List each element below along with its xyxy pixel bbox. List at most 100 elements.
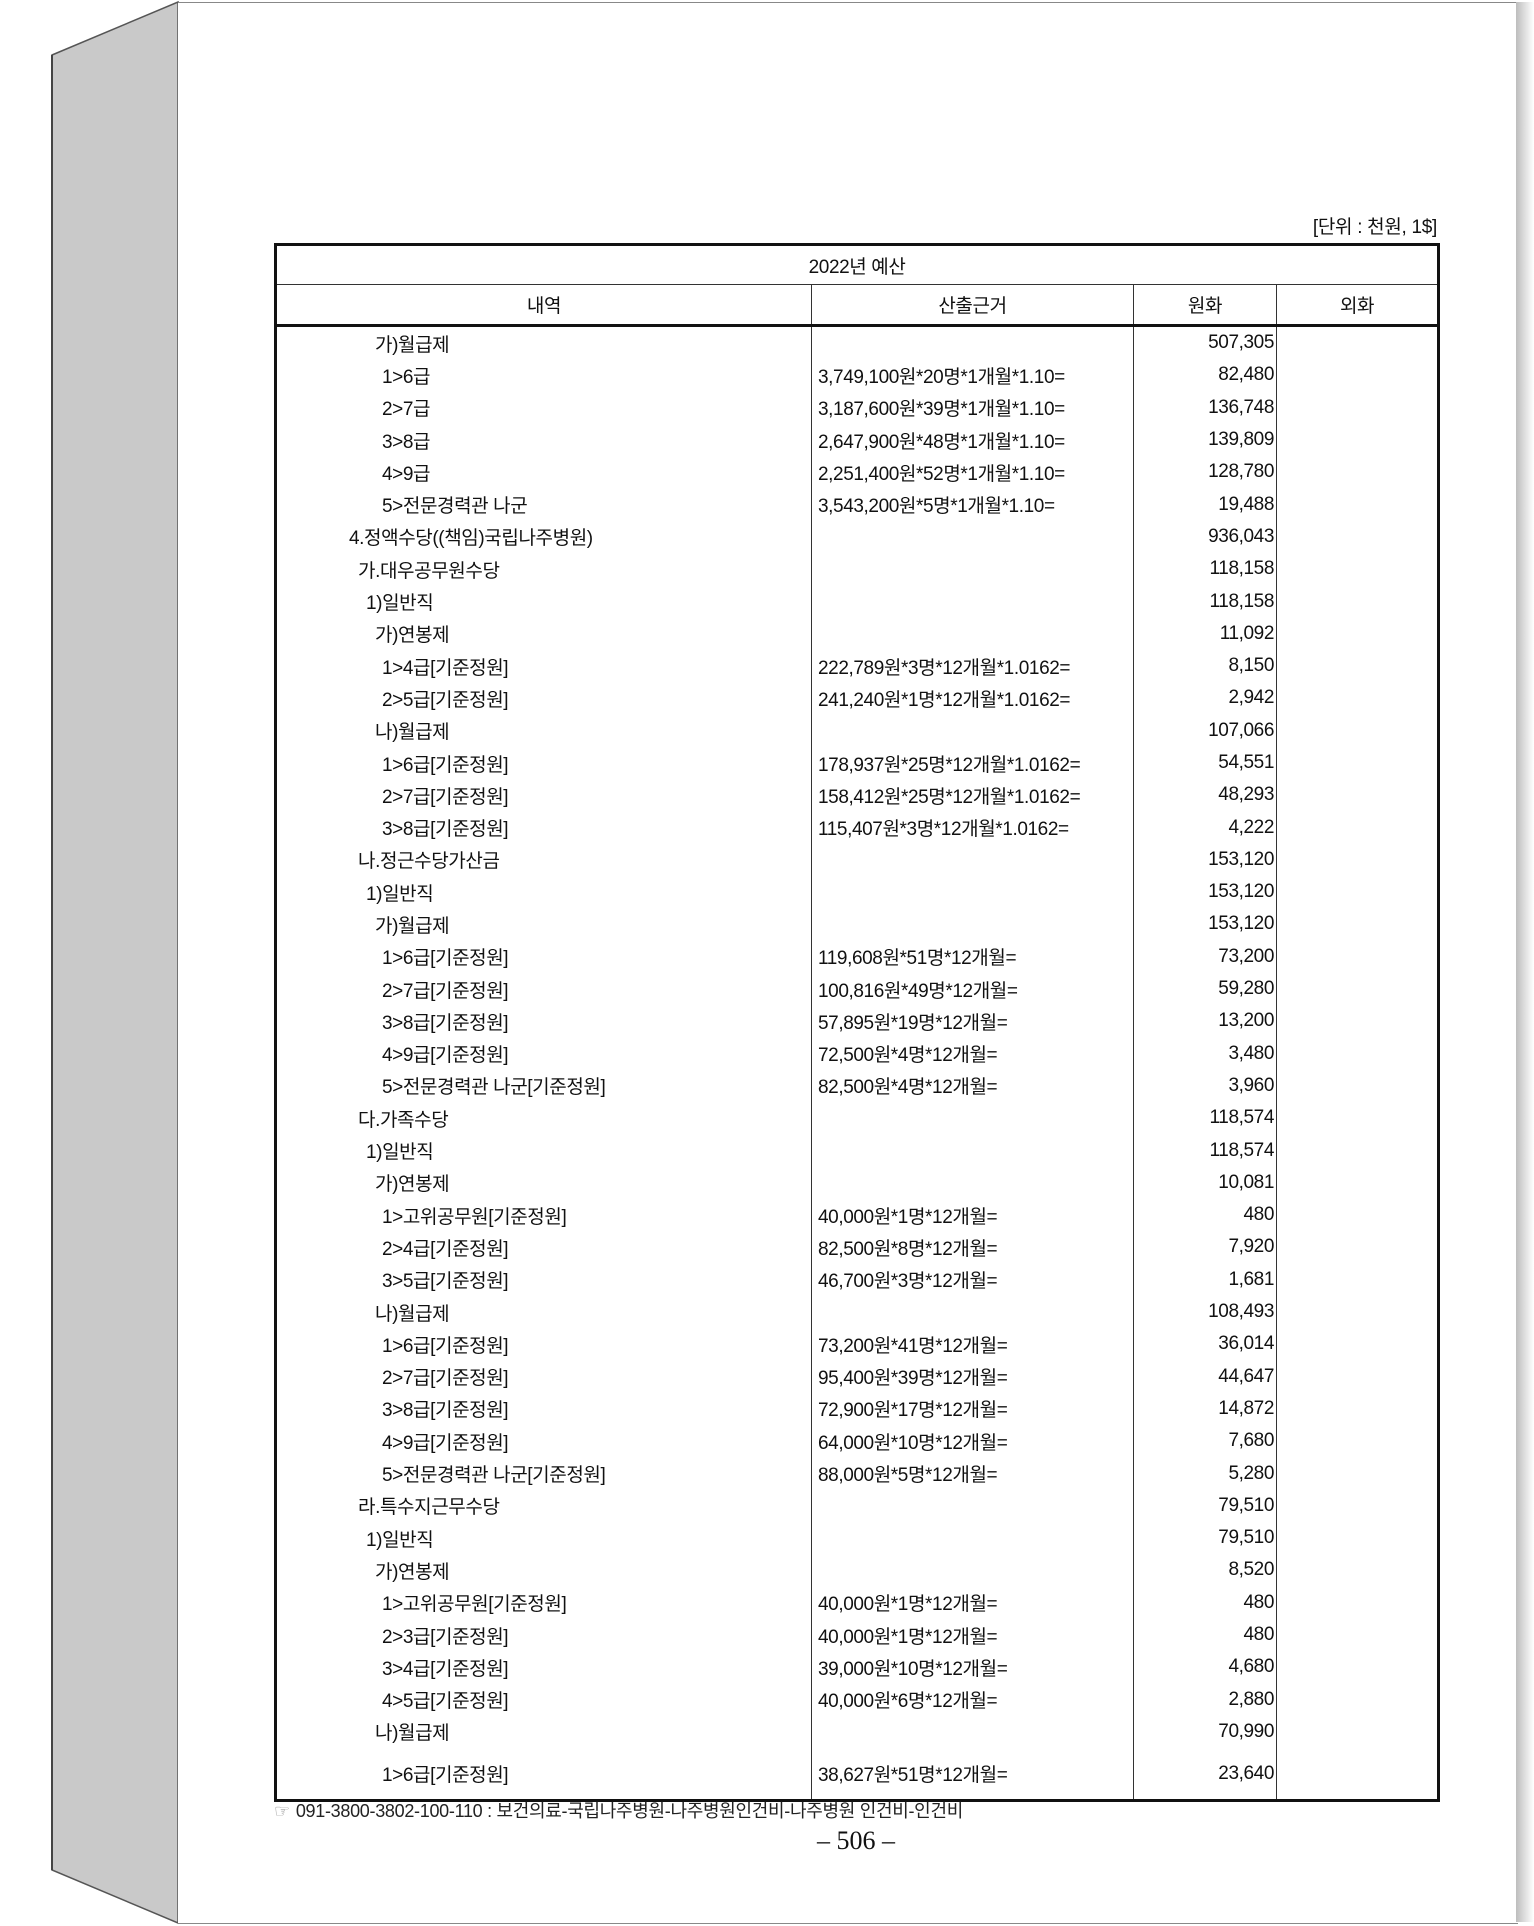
row-calculation-basis: 95,400원*39명*12개월= [811, 1360, 1134, 1393]
table-row: 3>8급[기준정원] 57,895원*19명*12개월= 13,200 [275, 1005, 1439, 1038]
row-krw-amount: 108,493 [1133, 1295, 1277, 1329]
row-description: 1>고위공무원[기준정원] [275, 1199, 812, 1232]
row-calculation-basis: 46,700원*3명*12개월= [811, 1263, 1134, 1296]
row-description: 3>5급[기준정원] [275, 1263, 812, 1296]
row-description: 3>4급[기준정원] [275, 1651, 812, 1684]
row-foreign-amount [1277, 1231, 1439, 1263]
row-foreign-amount [1277, 682, 1439, 714]
row-foreign-amount [1277, 1328, 1439, 1360]
table-row: 2>7급 3,187,600원*39명*1개월*1.10= 136,748 [275, 391, 1439, 424]
row-krw-amount: 7,680 [1133, 1425, 1277, 1458]
table-row: 1>6급[기준정원] 38,627원*51명*12개월= 23,640 [275, 1748, 1439, 1801]
table-row: 가)월급제 153,120 [275, 908, 1439, 941]
row-description: 4.정액수당((책임)국립나주병원) [275, 520, 812, 554]
row-foreign-amount [1277, 618, 1439, 650]
row-description: 4>5급[기준정원] [275, 1683, 812, 1716]
row-krw-amount: 153,120 [1133, 876, 1277, 909]
row-calculation-basis [811, 1166, 1134, 1200]
table-row: 가)월급제 507,305 [275, 325, 1439, 360]
row-calculation-basis [811, 553, 1134, 586]
table-row: 가)연봉제 8,520 [275, 1554, 1439, 1587]
row-description: 2>4급[기준정원] [275, 1231, 812, 1264]
row-krw-amount: 8,150 [1133, 649, 1277, 683]
row-krw-amount: 153,120 [1133, 908, 1277, 941]
row-krw-amount: 507,305 [1133, 325, 1277, 360]
row-description: 1)일반직 [275, 585, 812, 618]
row-calculation-basis [811, 876, 1134, 909]
table-row: 2>3급[기준정원] 40,000원*1명*12개월= 480 [275, 1618, 1439, 1652]
row-calculation-basis: 119,608원*51명*12개월= [811, 940, 1134, 973]
table-row: 3>5급[기준정원] 46,700원*3명*12개월= 1,681 [275, 1263, 1439, 1296]
row-calculation-basis [811, 1102, 1134, 1135]
table-row: 1)일반직 153,120 [275, 876, 1439, 909]
row-calculation-basis [811, 1521, 1134, 1555]
row-krw-amount: 1,681 [1133, 1263, 1277, 1296]
page-shadow [1516, 2, 1534, 1922]
row-foreign-amount [1277, 1167, 1439, 1199]
table-row: 1)일반직 118,158 [275, 585, 1439, 618]
table-row: 4.정액수당((책임)국립나주병원) 936,043 [275, 520, 1439, 554]
row-krw-amount: 118,574 [1133, 1134, 1277, 1167]
row-foreign-amount [1277, 1264, 1439, 1296]
row-foreign-amount [1277, 973, 1439, 1005]
row-foreign-amount [1277, 1748, 1439, 1801]
row-calculation-basis: 115,407원*3명*12개월*1.0162= [811, 811, 1134, 844]
row-krw-amount: 48,293 [1133, 779, 1277, 812]
row-description: 1>6급[기준정원] [275, 746, 812, 780]
row-foreign-amount [1277, 1038, 1439, 1070]
row-foreign-amount [1277, 1134, 1439, 1166]
row-foreign-amount [1277, 1005, 1439, 1037]
row-foreign-amount [1277, 1619, 1439, 1651]
budget-table: 2022년 예산 내역 산출근거 원화 외화 가)월급제 507,305 1>6급 3… [274, 243, 1441, 1803]
row-foreign-amount [1277, 1587, 1439, 1619]
row-foreign-amount [1277, 1296, 1439, 1328]
row-description: 4>9급[기준정원] [275, 1425, 812, 1458]
row-description: 1>6급[기준정원] [275, 1748, 812, 1801]
row-calculation-basis [811, 1134, 1134, 1167]
row-description: 가)연봉제 [275, 1554, 812, 1587]
row-description: 5>전문경력관 나군[기준정원] [275, 1457, 812, 1490]
row-foreign-amount [1277, 1425, 1439, 1457]
row-krw-amount: 5,280 [1133, 1457, 1277, 1490]
table-row: 1>6급 3,749,100원*20명*1개월*1.10= 82,480 [275, 359, 1439, 392]
row-krw-amount: 7,920 [1133, 1231, 1277, 1264]
row-description: 3>8급[기준정원] [275, 1005, 812, 1038]
row-description: 1>고위공무원[기준정원] [275, 1586, 812, 1619]
row-description: 라.특수지근무수당 [275, 1489, 812, 1522]
row-krw-amount: 139,809 [1133, 423, 1277, 457]
row-foreign-amount [1277, 908, 1439, 940]
row-calculation-basis: 40,000원*1명*12개월= [811, 1618, 1134, 1652]
row-krw-amount: 19,488 [1133, 488, 1277, 521]
table-row: 2>7급[기준정원] 100,816원*49명*12개월= 59,280 [275, 972, 1439, 1006]
row-krw-amount: 8,520 [1133, 1554, 1277, 1587]
row-description: 4>9급[기준정원] [275, 1037, 812, 1070]
row-foreign-amount [1277, 1070, 1439, 1102]
table-row: 가.대우공무원수당 118,158 [275, 553, 1439, 586]
row-foreign-amount [1277, 650, 1439, 682]
row-calculation-basis [811, 585, 1134, 618]
row-description: 나.정근수당가산금 [275, 843, 812, 877]
row-description: 1>6급 [275, 359, 812, 392]
row-foreign-amount [1277, 941, 1439, 973]
row-calculation-basis [811, 325, 1134, 360]
row-calculation-basis: 178,937원*25명*12개월*1.0162= [811, 746, 1134, 780]
row-krw-amount: 79,510 [1133, 1521, 1277, 1555]
table-row: 나)월급제 70,990 [275, 1715, 1439, 1749]
row-calculation-basis [811, 520, 1134, 554]
row-foreign-amount [1277, 553, 1439, 585]
row-foreign-amount [1277, 585, 1439, 617]
row-calculation-basis [811, 908, 1134, 941]
row-foreign-amount [1277, 1683, 1439, 1715]
row-description: 3>8급 [275, 423, 812, 457]
row-foreign-amount [1277, 1522, 1439, 1554]
row-calculation-basis: 72,500원*4명*12개월= [811, 1037, 1134, 1070]
row-foreign-amount [1277, 1716, 1439, 1748]
row-description: 5>전문경력관 나군[기준정원] [275, 1069, 812, 1103]
row-krw-amount: 44,647 [1133, 1360, 1277, 1393]
row-description: 가)월급제 [275, 325, 812, 360]
row-krw-amount: 36,014 [1133, 1328, 1277, 1361]
row-description: 3>8급[기준정원] [275, 1392, 812, 1426]
row-krw-amount: 82,480 [1133, 359, 1277, 392]
row-foreign-amount [1277, 1554, 1439, 1586]
table-row: 4>9급[기준정원] 72,500원*4명*12개월= 3,480 [275, 1037, 1439, 1070]
